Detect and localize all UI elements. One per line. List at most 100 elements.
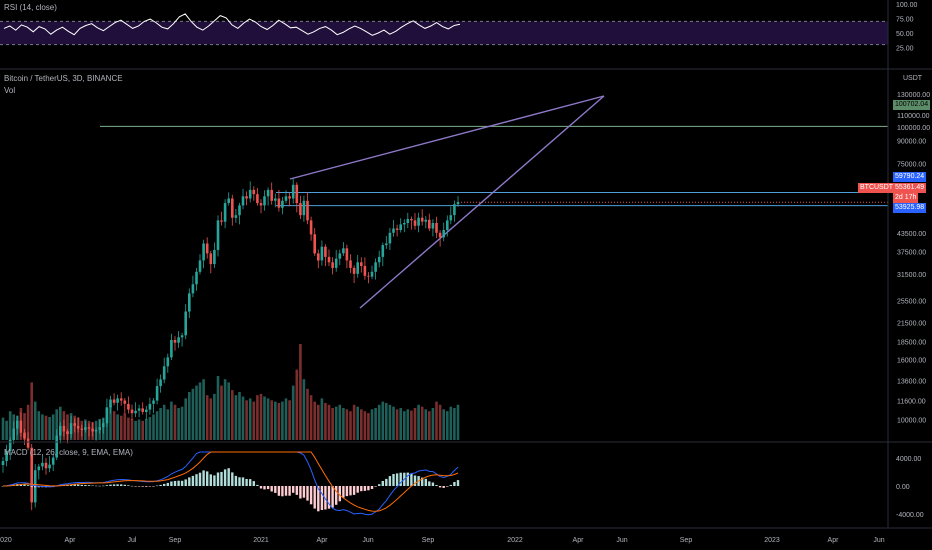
macd-histogram-bar xyxy=(184,479,187,486)
macd-histogram-bar xyxy=(284,486,288,496)
candle-body xyxy=(363,266,367,276)
macd-histogram-bar xyxy=(256,484,259,486)
candle-body xyxy=(62,425,66,432)
macd-histogram-bar xyxy=(449,484,452,486)
macd-histogram-bar xyxy=(152,486,155,487)
candle-body xyxy=(456,202,460,205)
macd-histogram-bar xyxy=(259,486,263,489)
candle-body xyxy=(435,223,438,233)
volume-bar xyxy=(23,413,26,440)
volume-bar xyxy=(352,404,356,440)
candle-body xyxy=(23,432,26,439)
volume-title[interactable]: Vol xyxy=(4,86,16,95)
candle-body xyxy=(116,398,119,403)
candle-body xyxy=(377,256,381,263)
volume-bar xyxy=(30,382,33,440)
symbol-title[interactable]: Bitcoin / TetherUS, 3D, BINANCE xyxy=(4,74,123,83)
macd-histogram-bar xyxy=(424,478,427,486)
volume-bar xyxy=(420,406,424,440)
candle-body xyxy=(238,205,241,216)
macd-histogram-bar xyxy=(26,485,30,486)
macd-histogram-bar xyxy=(317,486,320,512)
volume-bar xyxy=(291,385,295,440)
candle-body xyxy=(399,224,402,230)
macd-histogram-bar xyxy=(309,486,313,505)
candle-body xyxy=(180,335,184,338)
volume-bar xyxy=(37,411,41,440)
macd-histogram-bar xyxy=(288,486,291,496)
candle-body xyxy=(231,198,234,218)
macd-histogram-bar xyxy=(198,472,202,486)
candle-body xyxy=(16,420,19,429)
volume-bar xyxy=(26,404,30,440)
macd-histogram-bar xyxy=(34,486,37,488)
candle-body xyxy=(317,253,320,261)
macd-tick-label: 0.00 xyxy=(896,484,910,491)
volume-bar xyxy=(377,404,381,440)
macd-histogram-bar xyxy=(385,478,388,486)
macd-histogram-bar xyxy=(313,486,316,509)
rsi-pane[interactable] xyxy=(0,13,888,46)
symbol-tag: BTCUSDT xyxy=(858,183,896,193)
macd-histogram-bar xyxy=(231,472,234,486)
macd-histogram-bar xyxy=(431,482,435,486)
volume-bar xyxy=(248,398,252,440)
candle-body xyxy=(324,246,327,257)
candle-body xyxy=(431,223,435,229)
macd-histogram-bar xyxy=(395,473,399,486)
candle-body xyxy=(352,267,356,274)
candle-body xyxy=(216,220,220,250)
volume-bar xyxy=(428,411,431,440)
candle-body xyxy=(245,196,248,199)
candle-body xyxy=(356,262,359,274)
candle-body xyxy=(299,203,302,216)
macd-histogram-bar xyxy=(292,486,295,493)
macd-histogram-bar xyxy=(180,480,184,486)
price-pane[interactable] xyxy=(1,95,888,511)
time-axis-label: 2022 xyxy=(507,537,523,544)
volume-bar xyxy=(392,406,395,440)
candle-body xyxy=(266,189,270,197)
macd-title[interactable]: MACD (12, 26, close, 9, EMA, EMA) xyxy=(4,448,133,457)
candle-body xyxy=(413,220,417,226)
candle-body xyxy=(342,248,345,254)
candle-body xyxy=(26,438,30,448)
volume-bar xyxy=(317,404,320,440)
macd-histogram-bar xyxy=(188,477,191,486)
volume-bar xyxy=(33,401,37,440)
time-axis-label: Sep xyxy=(169,537,182,544)
candle-body xyxy=(102,423,105,428)
rsi-line xyxy=(3,13,461,36)
candle-body xyxy=(327,256,331,263)
volume-bar xyxy=(119,415,123,440)
candle-body xyxy=(360,262,363,266)
volume-bar xyxy=(162,404,166,440)
macd-histogram-bar xyxy=(274,486,277,493)
rsi-tick-label: 25.00 xyxy=(896,46,914,53)
candle-body xyxy=(59,425,62,436)
macd-histogram-bar xyxy=(234,475,238,486)
volume-bar xyxy=(324,402,327,440)
macd-histogram-bar xyxy=(159,484,162,486)
volume-bar xyxy=(449,406,453,440)
rsi-tick-label: 75.00 xyxy=(896,17,914,24)
candle-body xyxy=(188,293,191,312)
macd-histogram-bar xyxy=(116,484,119,486)
volume-bar xyxy=(188,392,191,440)
volume-bar xyxy=(5,420,8,440)
volume-bar xyxy=(256,395,259,440)
volume-bar xyxy=(220,385,223,440)
macd-histogram-bar xyxy=(202,470,205,486)
macd-histogram-bar xyxy=(263,486,266,490)
macd-histogram-bar xyxy=(338,486,341,502)
candle-body xyxy=(306,200,309,221)
candle-body xyxy=(98,427,101,430)
candle-body xyxy=(392,228,395,233)
volume-bar xyxy=(263,396,266,440)
price-tick-label: 18500.00 xyxy=(897,339,926,346)
volume-bar xyxy=(456,404,460,440)
candle-body xyxy=(428,219,431,229)
macd-pane[interactable] xyxy=(1,451,460,516)
